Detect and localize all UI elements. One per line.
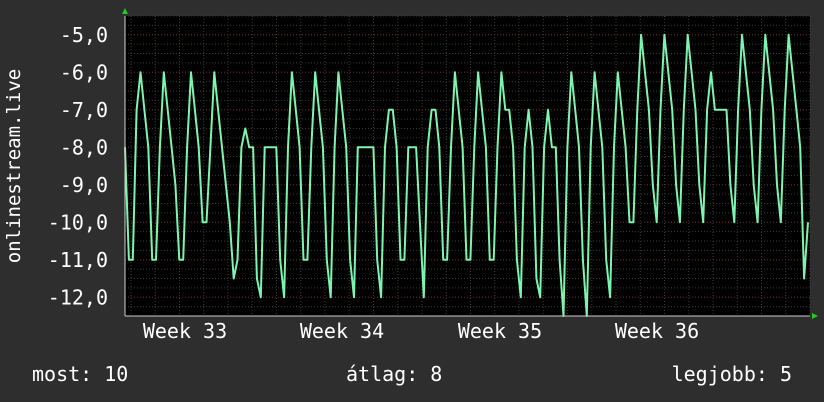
y-tick-label: -5,0 bbox=[60, 23, 108, 47]
x-axis-arrow bbox=[812, 313, 818, 319]
stat-average: átlag: 8 bbox=[346, 362, 443, 386]
y-tick-label: -12,0 bbox=[48, 285, 108, 309]
x-tick-label: Week 36 bbox=[615, 319, 699, 343]
axes bbox=[122, 8, 818, 319]
y-tick-labels: -5,0 -6,0 -7,0 -8,0 -9,0 -10,0 -11,0 -12,0 bbox=[48, 23, 108, 310]
x-tick-label: Week 35 bbox=[458, 319, 542, 343]
x-tick-label: Week 34 bbox=[300, 319, 384, 343]
x-tick-labels: Week 33 Week 34 Week 35 Week 36 bbox=[143, 319, 699, 343]
y-tick-label: -9,0 bbox=[60, 173, 108, 197]
y-axis-label: onlinestream.live bbox=[3, 69, 25, 263]
y-tick-label: -7,0 bbox=[60, 98, 108, 122]
stat-best: legjobb: 5 bbox=[671, 362, 792, 386]
y-tick-label: -11,0 bbox=[48, 248, 108, 272]
x-tick-label: Week 33 bbox=[143, 319, 227, 343]
stats-bar: most: 10 átlag: 8 legjobb: 5 bbox=[0, 362, 824, 388]
y-axis-arrow bbox=[122, 8, 128, 14]
stat-current: most: 10 bbox=[32, 362, 129, 386]
series-group bbox=[124, 33, 809, 317]
y-tick-label: -6,0 bbox=[60, 60, 108, 84]
chart: -5,0 -6,0 -7,0 -8,0 -9,0 -10,0 -11,0 -12,0 Week… bbox=[3, 8, 818, 343]
series-line bbox=[124, 33, 809, 317]
y-tick-label: -8,0 bbox=[60, 135, 108, 159]
y-tick-label: -10,0 bbox=[48, 210, 108, 234]
